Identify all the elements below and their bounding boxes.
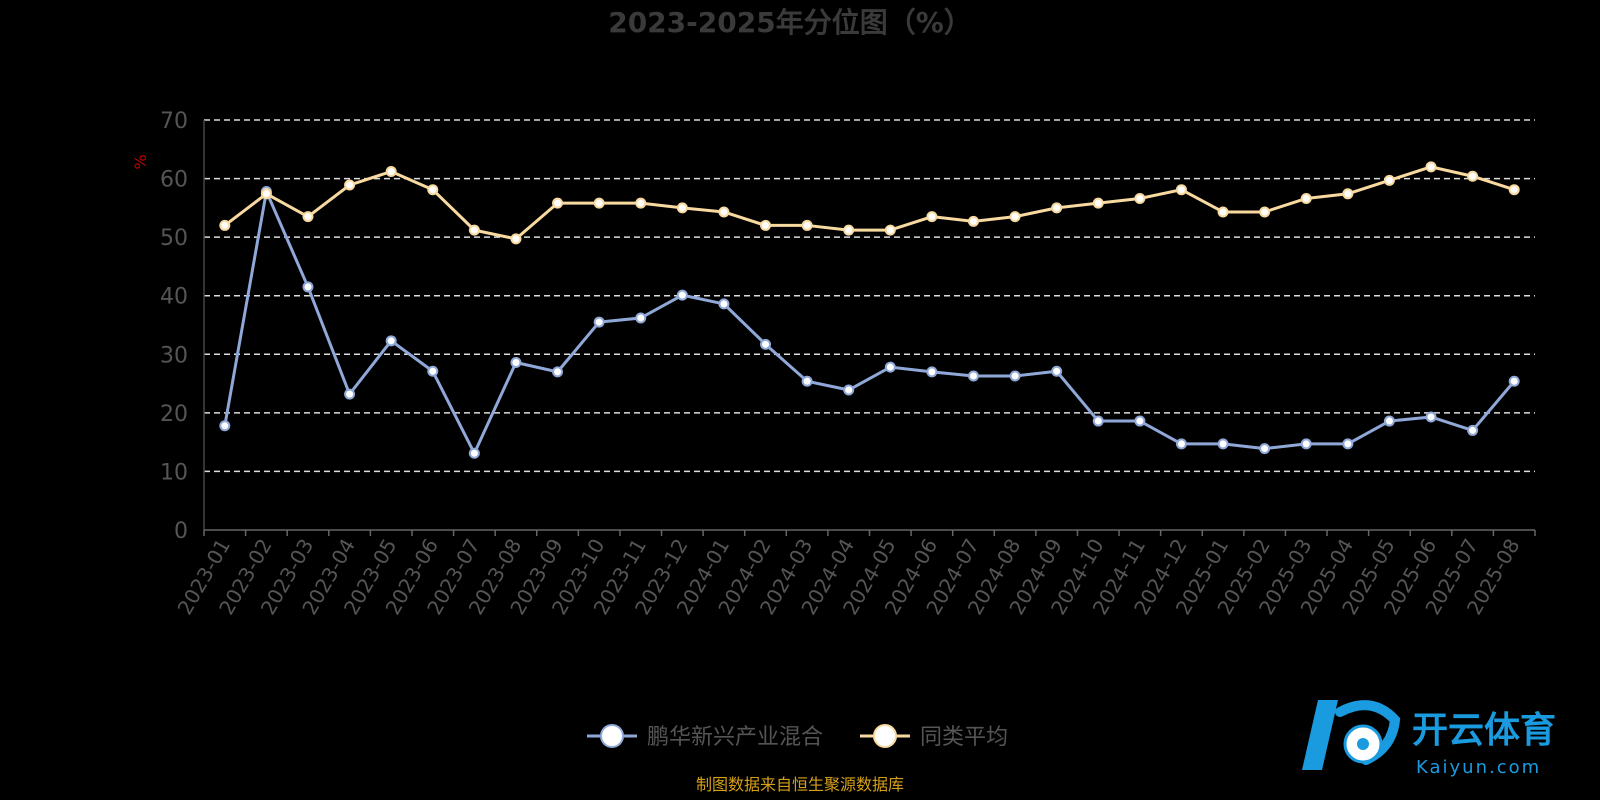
data-point[interactable] — [1259, 443, 1271, 455]
data-point[interactable] — [760, 219, 772, 231]
data-point[interactable] — [385, 166, 397, 178]
data-point[interactable] — [967, 215, 979, 227]
legend[interactable]: 鹏华新兴产业混合 同类平均 — [587, 724, 1008, 750]
gridlines — [204, 119, 1535, 473]
y-tick-label: 70 — [160, 109, 188, 134]
k-logo-icon — [1302, 700, 1401, 770]
data-point[interactable] — [1383, 174, 1395, 186]
data-point[interactable] — [510, 233, 522, 245]
data-point[interactable] — [718, 206, 730, 218]
data-point[interactable] — [427, 184, 439, 196]
data-point[interactable] — [801, 219, 813, 231]
data-point[interactable] — [593, 316, 605, 328]
y-tick-label: 40 — [160, 285, 188, 310]
series-1 — [219, 161, 1520, 245]
axes — [203, 120, 1536, 536]
y-tick-label: 50 — [160, 226, 188, 251]
watermark-logo: 开云体育 Kaiyun.com — [1302, 700, 1556, 778]
data-point[interactable] — [510, 356, 522, 368]
data-point[interactable] — [427, 365, 439, 377]
data-point[interactable] — [1342, 188, 1354, 200]
data-point[interactable] — [468, 447, 480, 459]
series-line — [223, 189, 1516, 455]
data-point[interactable] — [1134, 192, 1146, 204]
data-point[interactable] — [1092, 197, 1104, 209]
data-point[interactable] — [468, 224, 480, 236]
data-point[interactable] — [843, 384, 855, 396]
data-point[interactable] — [1467, 424, 1479, 436]
y-tick-label: 0 — [174, 519, 188, 544]
data-point[interactable] — [884, 224, 896, 236]
y-axis-unit-label: % — [131, 154, 150, 169]
data-point[interactable] — [552, 197, 564, 209]
data-point[interactable] — [926, 211, 938, 223]
data-point[interactable] — [760, 338, 772, 350]
data-point[interactable] — [1134, 415, 1146, 427]
watermark-brand-en: Kaiyun.com — [1416, 757, 1541, 778]
data-point[interactable] — [1508, 184, 1520, 196]
legend-label: 同类平均 — [920, 725, 1008, 750]
data-point[interactable] — [344, 388, 356, 400]
data-point[interactable] — [635, 197, 647, 209]
data-point[interactable] — [1051, 365, 1063, 377]
data-point[interactable] — [593, 197, 605, 209]
data-point[interactable] — [1425, 161, 1437, 173]
data-point[interactable] — [1217, 206, 1229, 218]
y-axis-ticks: 0 10 20 30 40 50 60 70 — [160, 109, 188, 544]
data-point[interactable] — [260, 188, 272, 200]
data-point[interactable] — [302, 281, 314, 293]
data-point[interactable] — [1217, 438, 1229, 450]
watermark-brand-cn: 开云体育 — [1412, 710, 1556, 751]
data-point[interactable] — [635, 312, 647, 324]
y-tick-label: 60 — [160, 168, 188, 193]
data-point[interactable] — [302, 211, 314, 223]
data-point[interactable] — [1342, 438, 1354, 450]
data-point[interactable] — [1259, 206, 1271, 218]
y-tick-label: 30 — [160, 343, 188, 368]
data-point[interactable] — [1467, 170, 1479, 182]
data-point[interactable] — [1425, 411, 1437, 423]
data-point[interactable] — [1009, 370, 1021, 382]
data-point[interactable] — [1300, 192, 1312, 204]
data-point[interactable] — [843, 224, 855, 236]
series-line — [223, 165, 1515, 241]
data-point[interactable] — [1383, 415, 1395, 427]
data-point[interactable] — [926, 366, 938, 378]
legend-item-0[interactable]: 鹏华新兴产业混合 — [587, 724, 823, 750]
data-point[interactable] — [1508, 375, 1520, 387]
series-layer — [219, 161, 1520, 459]
data-point[interactable] — [1175, 184, 1187, 196]
data-point[interactable] — [1175, 438, 1187, 450]
data-point[interactable] — [676, 289, 688, 301]
chart-title: 2023-2025年分位图（%） — [608, 6, 972, 39]
data-point[interactable] — [718, 298, 730, 310]
legend-label: 鹏华新兴产业混合 — [647, 725, 823, 750]
data-point[interactable] — [801, 375, 813, 387]
x-axis-ticks: 2023-012023-022023-032023-042023-052023-… — [173, 535, 1525, 619]
data-point[interactable] — [1300, 438, 1312, 450]
data-point[interactable] — [1051, 202, 1063, 214]
legend-marker-icon — [600, 724, 624, 748]
data-point[interactable] — [552, 366, 564, 378]
data-point[interactable] — [1092, 415, 1104, 427]
data-point[interactable] — [385, 335, 397, 347]
data-point[interactable] — [884, 361, 896, 373]
series-0 — [219, 185, 1520, 459]
data-point[interactable] — [676, 202, 688, 214]
legend-marker-icon — [873, 724, 897, 748]
data-point[interactable] — [344, 179, 356, 191]
legend-item-1[interactable]: 同类平均 — [860, 724, 1008, 750]
data-source-note: 制图数据来自恒生聚源数据库 — [696, 775, 904, 794]
y-tick-label: 20 — [160, 402, 188, 427]
data-point[interactable] — [1009, 211, 1021, 223]
y-tick-label: 10 — [160, 460, 188, 485]
data-point[interactable] — [219, 219, 231, 231]
data-point[interactable] — [967, 370, 979, 382]
data-point[interactable] — [219, 420, 231, 432]
